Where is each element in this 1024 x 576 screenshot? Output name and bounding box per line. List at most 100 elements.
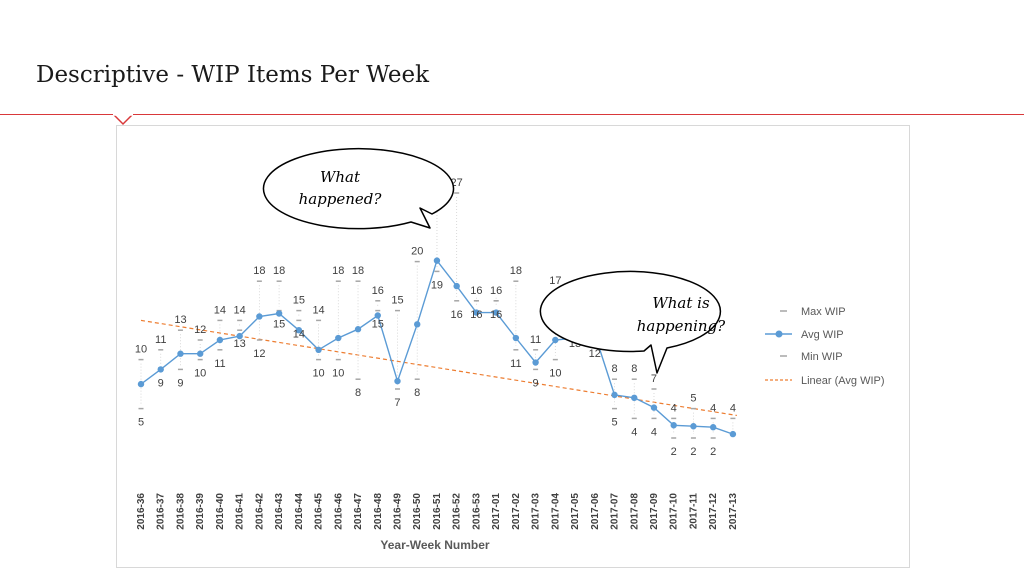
x-tick-2016-47: 2016-47 xyxy=(353,493,364,530)
legend-min-label: Min WIP xyxy=(801,351,843,363)
callout-what-happened: What happened? xyxy=(262,147,455,230)
slide-title: Descriptive - WIP Items Per Week xyxy=(36,62,430,88)
max-label-2016-50: 20 xyxy=(411,246,423,258)
avg-point-2016-51 xyxy=(433,257,441,264)
min-label-2016-40: 11 xyxy=(214,358,225,370)
max-label-2017-12: 4 xyxy=(710,402,716,414)
min-label-2016-36: 5 xyxy=(138,417,144,429)
min-label-2017-04: 10 xyxy=(549,368,561,380)
max-label-2016-42: 18 xyxy=(253,265,265,277)
legend-max-label: Max WIP xyxy=(801,306,846,318)
x-tick-2016-45: 2016-45 xyxy=(314,493,325,530)
x-tick-2016-42: 2016-42 xyxy=(254,493,265,530)
x-tick-2017-10: 2017-10 xyxy=(669,493,680,530)
x-tick-2016-36: 2016-36 xyxy=(136,493,147,530)
min-label-2017-12: 2 xyxy=(710,446,716,458)
max-label-2016-49: 15 xyxy=(391,295,403,307)
max-label-2017-02: 18 xyxy=(510,265,522,277)
legend-avg-marker xyxy=(775,330,783,338)
avg-point-2017-09 xyxy=(650,404,658,411)
avg-line-layer xyxy=(137,257,737,438)
avg-point-2017-04 xyxy=(552,336,559,344)
max-label-2016-47: 18 xyxy=(352,265,364,277)
min-label-2017-02: 11 xyxy=(510,358,521,370)
x-tick-2017-08: 2017-08 xyxy=(629,493,640,530)
avg-point-2016-48 xyxy=(374,312,381,319)
max-label-2016-37: 11 xyxy=(155,334,166,346)
x-tick-2016-49: 2016-49 xyxy=(392,493,403,530)
max-label-2017-11: 5 xyxy=(690,393,696,405)
min-label-2017-06: 12 xyxy=(589,348,601,360)
avg-point-2016-53 xyxy=(473,309,480,316)
avg-point-2016-42 xyxy=(256,313,263,320)
x-tick-2017-05: 2017-05 xyxy=(570,493,581,530)
x-tick-2017-09: 2017-09 xyxy=(649,493,660,530)
avg-point-2017-07 xyxy=(611,391,618,399)
x-tick-2016-37: 2016-37 xyxy=(156,493,167,530)
data-labels-layer: 10 5 11 9 13 9 12 10 14 11 14 13 18 12 18 15 15 14 14 10 18 1… xyxy=(135,177,736,458)
avg-point-2016-47 xyxy=(354,326,362,333)
x-tick-2017-12: 2017-12 xyxy=(708,493,719,530)
min-label-2016-38: 9 xyxy=(177,377,183,389)
max-label-2016-39: 12 xyxy=(194,324,206,336)
max-label-2016-43: 18 xyxy=(273,265,285,277)
min-label-2016-39: 10 xyxy=(194,368,206,380)
x-tick-2016-40: 2016-40 xyxy=(215,493,226,530)
max-label-2016-40: 14 xyxy=(214,304,226,316)
x-tick-2016-46: 2016-46 xyxy=(333,493,344,530)
x-tick-labels-layer: 2016-36 2016-37 2016-38 2016-39 2016-40 2016-… xyxy=(136,493,739,530)
avg-point-2016-38 xyxy=(177,350,184,357)
max-label-2017-04: 17 xyxy=(549,275,561,287)
callout-what-is-happening: What is happening? xyxy=(539,270,726,374)
avg-point-2017-10 xyxy=(670,422,677,429)
max-label-2017-03: 11 xyxy=(530,334,541,346)
callout-left-line1: What xyxy=(320,168,361,186)
callout-right-bubble xyxy=(539,270,722,374)
min-label-2016-51: 19 xyxy=(431,279,443,291)
max-label-2017-13: 4 xyxy=(730,402,736,414)
x-tick-2016-43: 2016-43 xyxy=(274,493,285,530)
x-tick-2017-07: 2017-07 xyxy=(610,493,621,530)
min-label-2016-49: 7 xyxy=(394,397,400,409)
avg-point-2017-01 xyxy=(492,309,500,316)
min-label-2016-42: 12 xyxy=(253,348,265,360)
x-tick-2017-11: 2017-11 xyxy=(688,493,699,530)
min-label-2016-44: 14 xyxy=(293,328,305,340)
max-label-2016-44: 15 xyxy=(293,295,305,307)
max-label-2016-41: 14 xyxy=(234,304,246,316)
min-label-2016-48: 15 xyxy=(372,319,384,331)
max-label-2017-09: 7 xyxy=(651,373,657,385)
x-tick-2016-51: 2016-51 xyxy=(432,493,443,530)
min-label-2017-03: 9 xyxy=(533,377,539,389)
max-label-2016-46: 18 xyxy=(332,265,344,277)
min-label-2017-09: 4 xyxy=(651,426,657,438)
min-label-2016-45: 10 xyxy=(312,368,324,380)
max-label-2017-08: 8 xyxy=(631,363,637,375)
avg-point-2016-44 xyxy=(295,327,303,334)
min-label-2017-01: 16 xyxy=(490,309,502,321)
avg-point-2016-39 xyxy=(196,350,204,357)
x-tick-2016-48: 2016-48 xyxy=(373,493,384,530)
min-label-2016-50: 8 xyxy=(414,387,420,399)
max-label-2017-07: 8 xyxy=(611,363,617,375)
callout-right-line2: happening? xyxy=(637,317,726,335)
min-label-2017-07: 5 xyxy=(611,417,617,429)
x-tick-2016-44: 2016-44 xyxy=(294,493,305,530)
x-tick-2017-01: 2017-01 xyxy=(491,493,502,530)
x-tick-2017-02: 2017-02 xyxy=(511,493,522,530)
min-label-2016-53: 16 xyxy=(470,309,482,321)
callout-left-line2: happened? xyxy=(299,190,383,208)
x-tick-2016-52: 2016-52 xyxy=(452,493,463,530)
min-label-2017-10: 2 xyxy=(671,446,677,458)
avg-point-2016-41 xyxy=(236,332,243,340)
x-tick-2016-38: 2016-38 xyxy=(175,493,186,530)
avg-point-2016-43 xyxy=(275,310,283,317)
min-label-2017-11: 2 xyxy=(690,446,696,458)
min-label-2016-52: 16 xyxy=(451,309,463,321)
legend-trend-label: Linear (Avg WIP) xyxy=(801,375,885,387)
callout-left-bubble xyxy=(262,147,455,230)
x-tick-2016-50: 2016-50 xyxy=(412,493,423,530)
legend-avg-label: Avg WIP xyxy=(801,329,844,341)
x-tick-2017-03: 2017-03 xyxy=(531,493,542,530)
callout-right-line1: What is xyxy=(652,294,710,312)
